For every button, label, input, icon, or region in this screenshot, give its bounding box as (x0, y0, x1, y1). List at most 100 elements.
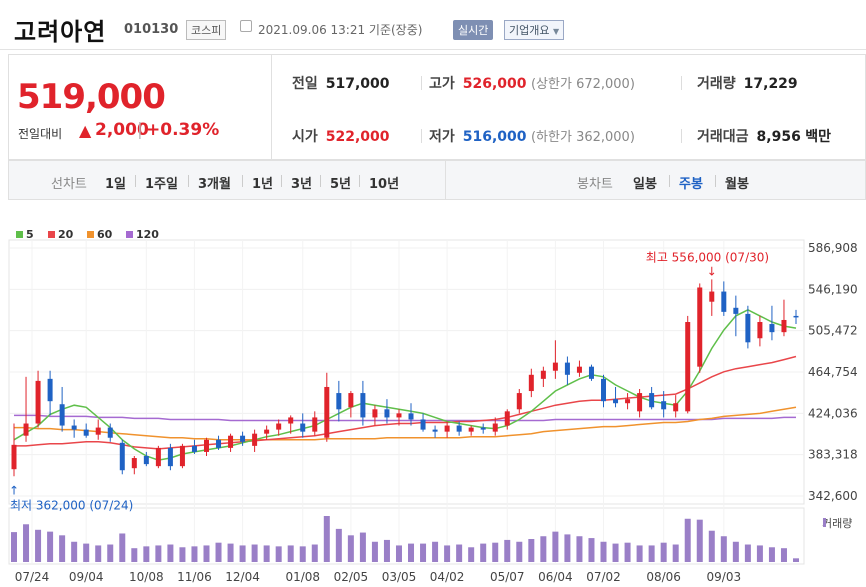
candle-body (300, 423, 306, 432)
volume-axis-label: 거래량 (822, 517, 852, 530)
volume-label: 거래량 (697, 76, 736, 92)
change-label: 전일대비 (18, 127, 63, 141)
volume-bar (648, 545, 655, 562)
candle-tab-weekly[interactable]: 주봉 (679, 177, 703, 192)
legend-ma120: 120 (126, 228, 159, 241)
quote-panel: 519,000 전일대비 ▲ 2,000 | +0.39% 전일 517,000 … (8, 54, 866, 160)
volume-bar (143, 546, 150, 562)
candle-tab-monthly[interactable]: 월봉 (725, 177, 749, 192)
realtime-button[interactable]: 실시간 (453, 20, 494, 40)
candle-body (504, 411, 510, 426)
lower-limit: (하한가 362,000) (530, 130, 635, 145)
y-tick-label: 464,754 (808, 365, 858, 379)
y-tick-label: 546,190 (808, 282, 858, 296)
legend-label: 5 (26, 228, 34, 241)
stock-name: 고려아연 (14, 18, 107, 46)
open-value: 522,000 (325, 129, 390, 145)
volume-bar (131, 548, 138, 562)
x-tick-label: 05/07 (490, 570, 525, 584)
stock-code: 010130 (124, 22, 179, 37)
company-overview-dropdown[interactable]: 기업개요 ▼ (504, 20, 565, 40)
volume-bar (456, 544, 463, 562)
up-arrow-icon: ▲ (79, 121, 92, 140)
volume-bar (155, 545, 162, 562)
legend-swatch (87, 231, 94, 238)
volume-bar (371, 541, 378, 562)
volume-bar (600, 541, 607, 562)
candle-tab-daily[interactable]: 일봉 (633, 177, 657, 192)
high-price: 고가 526,000 (상한가 672,000) (429, 73, 635, 93)
x-tick-label: 08/06 (646, 570, 681, 584)
candle-body (167, 447, 173, 467)
prev-close-value: 517,000 (325, 76, 390, 92)
volume-bar (793, 558, 799, 562)
max-price-annotation: 최고 556,000 (07/30) (646, 250, 769, 264)
volume-bar (420, 543, 427, 562)
legend-swatch (16, 231, 23, 238)
tab-divider (715, 175, 716, 187)
candle-body (781, 319, 787, 333)
x-tick-label: 04/02 (430, 570, 465, 584)
volume-bar (203, 545, 210, 562)
period-tab-1d[interactable]: 1일 (105, 177, 127, 192)
period-tab-5y[interactable]: 5년 (330, 177, 352, 192)
open-label: 시가 (292, 129, 318, 145)
period-tab-1y[interactable]: 1년 (252, 177, 274, 192)
volume-bar (227, 543, 234, 562)
candle-body (228, 435, 234, 448)
volume-bar (744, 544, 751, 562)
period-tab-3m[interactable]: 3개월 (198, 177, 231, 192)
amount-unit: 백만 (805, 129, 832, 145)
volume-bar (552, 531, 559, 562)
volume-legend-swatch (823, 518, 826, 527)
stock-header: 고려아연 010130 코스피 2021.09.06 13:21 기준(장중) … (0, 0, 866, 50)
volume-bar (588, 538, 595, 562)
candle-body (336, 393, 342, 410)
volume-bar (636, 545, 643, 562)
volume-bar (275, 546, 282, 562)
low-label: 저가 (429, 129, 455, 145)
candle-body (793, 315, 799, 318)
candle-body (468, 427, 474, 432)
volume-bar (167, 544, 174, 562)
candle-body (444, 425, 450, 432)
volume-bar (492, 542, 499, 562)
candle-body (131, 458, 137, 469)
candle-body (480, 427, 486, 430)
candle-chart-label: 봉차트 (577, 177, 613, 192)
candle-body (540, 370, 546, 379)
volume-bar (768, 547, 775, 562)
cell-divider (421, 76, 422, 90)
volume-bar (287, 545, 294, 562)
period-tab-1w[interactable]: 1주일 (145, 177, 178, 192)
volume-bar (684, 518, 691, 562)
amount-value: 8,956 (756, 129, 801, 145)
period-tab-3y[interactable]: 3년 (291, 177, 313, 192)
candle-body (613, 399, 619, 404)
y-tick-label: 424,036 (808, 406, 858, 420)
volume-bar (732, 541, 739, 562)
volume-bar (71, 541, 78, 562)
legend-swatch (48, 231, 55, 238)
volume-bar (311, 544, 318, 562)
quote-divider (271, 55, 272, 159)
line-chart-label: 선차트 (51, 177, 87, 192)
volume-bar (251, 544, 258, 562)
tab-divider (359, 175, 360, 187)
volume-bar (540, 536, 547, 562)
period-tab-10y[interactable]: 10년 (369, 177, 400, 192)
tab-group-divider (445, 161, 446, 199)
volume-bar (444, 545, 451, 562)
legend-label: 60 (97, 228, 113, 241)
candle-body (155, 447, 161, 467)
volume-bar (263, 545, 270, 562)
change-divider: | (137, 120, 143, 140)
candle-body (35, 380, 41, 424)
cell-divider (421, 129, 422, 143)
volume-bar (708, 530, 715, 562)
volume-value: 17,229 (743, 76, 798, 92)
candle-body (396, 413, 402, 418)
candle-body (384, 409, 390, 418)
volume-bar (47, 531, 54, 562)
candle-body (252, 433, 258, 446)
